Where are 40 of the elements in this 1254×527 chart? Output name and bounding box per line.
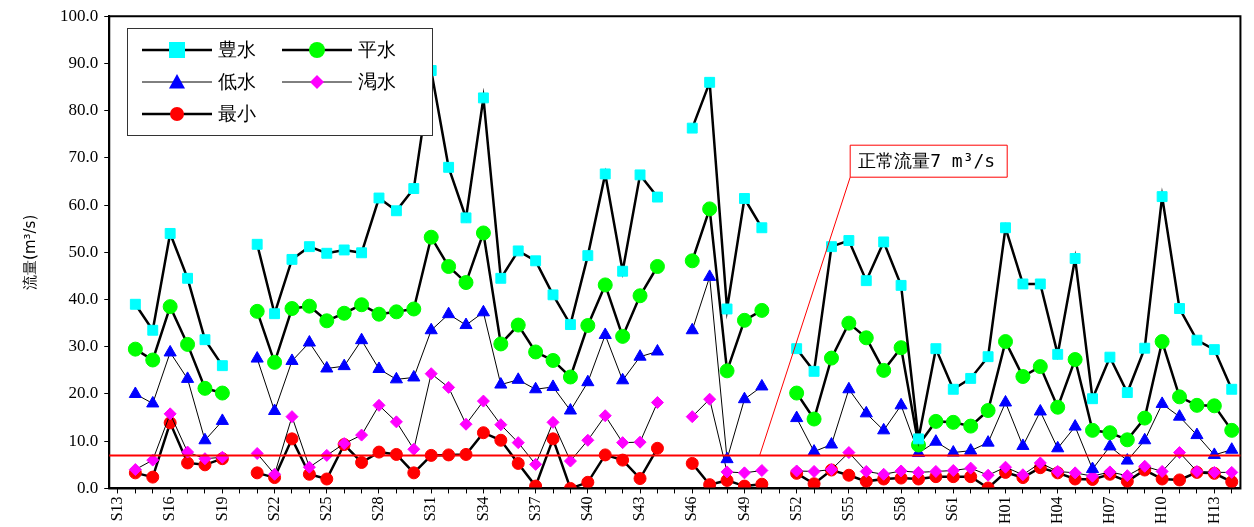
x-tick-label: H04 bbox=[1047, 496, 1065, 525]
x-tick-label: H07 bbox=[1100, 496, 1118, 525]
y-tick-label: 20.0 bbox=[68, 383, 99, 403]
y-tick-label: 40.0 bbox=[68, 289, 99, 309]
y-tick-label: 70.0 bbox=[68, 147, 99, 167]
y-tick-label: 10.0 bbox=[68, 430, 99, 450]
x-tick-label: H13 bbox=[1204, 496, 1222, 525]
x-tick-label: S40 bbox=[578, 496, 596, 522]
x-tick-label: S16 bbox=[160, 496, 178, 522]
y-tick-label: 100.0 bbox=[60, 5, 99, 25]
legend-label: 渇水 bbox=[358, 69, 397, 95]
x-tick-label: S58 bbox=[891, 496, 909, 522]
y-tick-label: 60.0 bbox=[68, 194, 99, 214]
x-tick-label: S25 bbox=[316, 496, 334, 522]
x-tick-label: S13 bbox=[108, 496, 126, 522]
x-tick-label: S61 bbox=[943, 496, 961, 522]
legend-label: 最小 bbox=[218, 101, 257, 127]
x-tick-label: S37 bbox=[525, 496, 543, 522]
y-tick-label: 90.0 bbox=[68, 52, 99, 72]
x-tick-label: S52 bbox=[786, 496, 804, 522]
y-tick-label: 0.0 bbox=[77, 477, 99, 497]
x-tick-label: S55 bbox=[839, 496, 857, 522]
x-tick-label: S22 bbox=[264, 496, 282, 522]
legend-label: 豊水 bbox=[218, 37, 257, 63]
x-tick-label: H10 bbox=[1152, 496, 1170, 525]
x-tick-label: S34 bbox=[473, 496, 491, 522]
y-tick-label: 80.0 bbox=[68, 100, 99, 120]
legend-label: 平水 bbox=[358, 37, 397, 63]
x-tick-label: S19 bbox=[212, 496, 230, 522]
x-tick-label: S43 bbox=[630, 496, 648, 522]
y-tick-label: 30.0 bbox=[68, 336, 99, 356]
y-tick-label: 50.0 bbox=[68, 241, 99, 261]
ref-line-label: 正常流量7 m³/s bbox=[858, 149, 996, 171]
x-tick-label: S31 bbox=[421, 496, 439, 522]
x-tick-label: S28 bbox=[369, 496, 387, 522]
x-tick-label: S46 bbox=[682, 496, 700, 522]
legend-label: 低水 bbox=[218, 69, 257, 95]
x-tick-label: H01 bbox=[995, 496, 1013, 525]
y-axis-title: 流量(m³/s) bbox=[20, 214, 39, 290]
x-tick-label: S49 bbox=[734, 496, 752, 522]
